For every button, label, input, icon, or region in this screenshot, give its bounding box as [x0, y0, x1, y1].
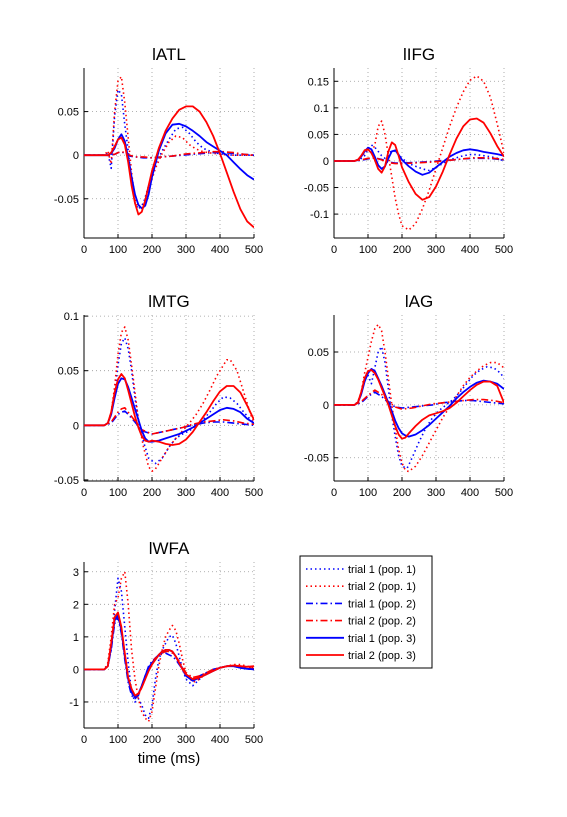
y-tick-label: 0.05	[308, 129, 329, 141]
y-tick-label: -1	[69, 697, 79, 709]
x-tick-label: 0	[81, 487, 87, 499]
series-line-1	[334, 345, 504, 470]
series-line-2	[334, 323, 504, 473]
panel-0: 0 100 200 300 400 500 -0.05 0 0.05 lATL	[54, 45, 263, 256]
x-tick-label: 500	[245, 487, 263, 499]
x-axis-label: time (ms)	[138, 750, 201, 767]
y-tick-label: 0.05	[58, 366, 79, 378]
x-tick-label: 400	[211, 487, 229, 499]
series-line-4	[84, 406, 254, 435]
legend-label: trial 2 (pop. 3)	[348, 650, 416, 662]
series-line-2	[84, 75, 254, 209]
series-line-6	[334, 117, 504, 201]
x-tick-label: 100	[359, 244, 377, 256]
x-tick-label: 100	[359, 487, 377, 499]
legend-label: trial 1 (pop. 3)	[348, 633, 416, 645]
legend-label: trial 1 (pop. 1)	[348, 564, 416, 576]
series-line-1	[84, 89, 254, 210]
legend: trial 1 (pop. 1) trial 2 (pop. 1) trial 1 …	[299, 555, 433, 669]
series-line-2	[84, 570, 254, 723]
series-line-5	[84, 122, 254, 210]
y-tick-label: 0.1	[64, 311, 79, 323]
series-line-4	[84, 150, 254, 159]
y-tick-label: 2	[73, 599, 79, 611]
legend-label: trial 2 (pop. 2)	[348, 616, 416, 628]
y-tick-label: -0.05	[304, 183, 329, 195]
y-tick-label: 0	[73, 150, 79, 162]
legend-label: trial 2 (pop. 1)	[348, 581, 416, 593]
series-line-2	[334, 75, 504, 231]
y-tick-label: 0	[323, 400, 329, 412]
panel-4: 0 100 200 300 400 500 -1 0 1 2 3 lWFA time (ms)	[69, 539, 263, 767]
series-line-3	[334, 391, 504, 409]
x-tick-label: 200	[143, 244, 161, 256]
series-line-5	[84, 377, 254, 443]
y-tick-label: 0	[73, 420, 79, 432]
x-tick-label: 200	[143, 487, 161, 499]
y-tick-label: 0	[323, 156, 329, 168]
y-tick-label: 0.1	[314, 103, 329, 115]
x-tick-label: 400	[461, 487, 479, 499]
panel-title: lATL	[152, 45, 186, 64]
y-tick-label: -0.05	[54, 475, 79, 487]
x-tick-label: 400	[211, 734, 229, 746]
panel-title: lAG	[405, 292, 433, 311]
x-tick-label: 500	[245, 244, 263, 256]
panel-title: lMTG	[148, 292, 190, 311]
panel-title: lWFA	[149, 539, 190, 558]
x-tick-label: 0	[331, 487, 337, 499]
x-tick-label: 400	[461, 244, 479, 256]
panel-title: lIFG	[403, 45, 435, 64]
x-tick-label: 500	[495, 487, 513, 499]
legend-box	[299, 555, 433, 669]
x-tick-label: 300	[177, 487, 195, 499]
x-tick-label: 200	[393, 244, 411, 256]
series-line-2	[84, 326, 254, 473]
series-line-6	[334, 369, 504, 440]
series-line-5	[334, 367, 504, 438]
x-tick-label: 100	[109, 487, 127, 499]
x-tick-label: 100	[109, 734, 127, 746]
series-line-6	[84, 611, 254, 697]
x-tick-label: 100	[109, 244, 127, 256]
x-tick-label: 500	[495, 244, 513, 256]
x-tick-label: 300	[177, 734, 195, 746]
x-tick-label: 0	[81, 734, 87, 746]
x-tick-label: 0	[331, 244, 337, 256]
y-tick-label: -0.05	[54, 194, 79, 206]
x-tick-label: 300	[427, 487, 445, 499]
panel-3: 0 100 200 300 400 500 -0.05 0 0.05 lAG	[304, 292, 513, 499]
series-line-4	[334, 389, 504, 410]
x-tick-label: 0	[81, 244, 87, 256]
y-tick-label: -0.05	[304, 453, 329, 465]
series-line-5	[334, 146, 504, 176]
x-tick-label: 300	[177, 244, 195, 256]
y-tick-label: 0.05	[308, 347, 329, 359]
y-tick-label: 1	[73, 632, 79, 644]
series-line-6	[84, 105, 254, 229]
y-tick-label: -0.1	[310, 209, 329, 221]
x-tick-label: 200	[143, 734, 161, 746]
series-line-4	[334, 157, 504, 165]
series-line-6	[84, 373, 254, 446]
y-tick-label: 3	[73, 567, 79, 579]
series-line-1	[84, 337, 254, 465]
x-tick-label: 500	[245, 734, 263, 746]
y-tick-label: 0	[73, 664, 79, 676]
y-tick-label: 0.05	[58, 107, 79, 119]
legend-label: trial 1 (pop. 2)	[348, 598, 416, 610]
panel-1: 0 100 200 300 400 500 -0.1 -0.05 0 0.05 0.1 0.15 lIF…	[304, 45, 513, 256]
x-tick-label: 200	[393, 487, 411, 499]
series-line-1	[84, 577, 254, 720]
x-tick-label: 300	[427, 244, 445, 256]
x-tick-label: 400	[211, 244, 229, 256]
y-tick-label: 0.15	[308, 76, 329, 88]
